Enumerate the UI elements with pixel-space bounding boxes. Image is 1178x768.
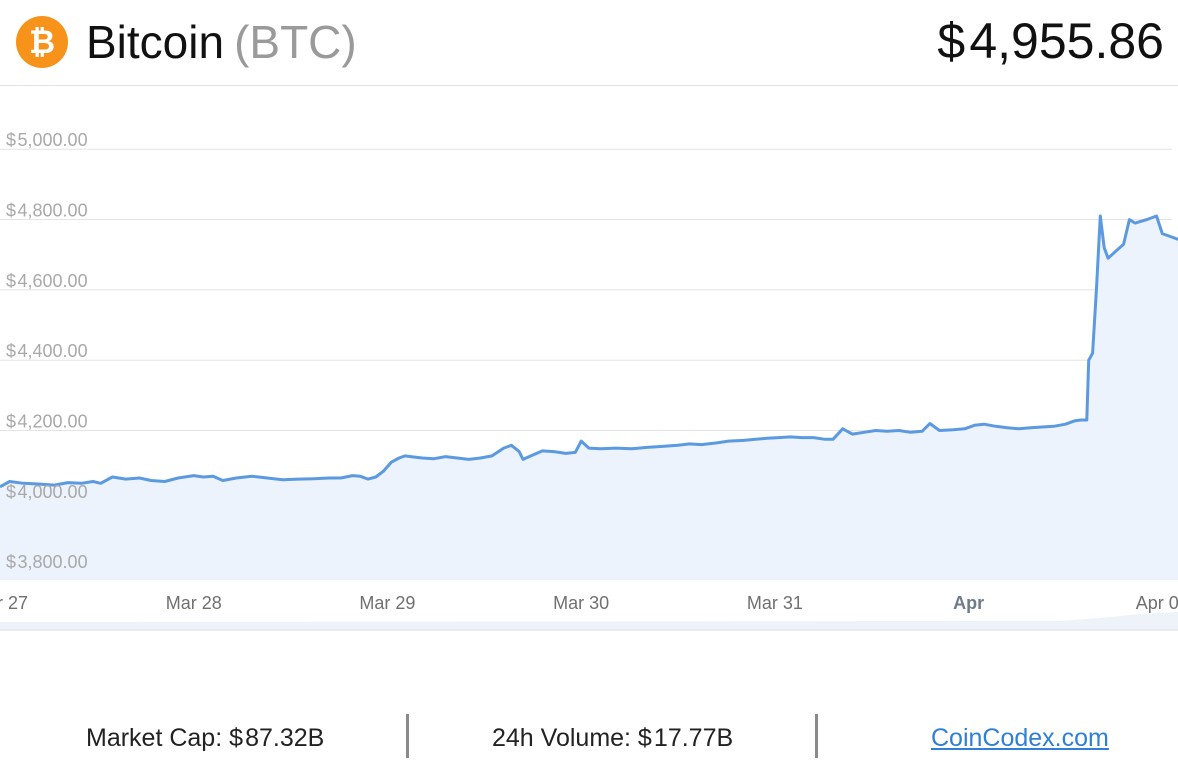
- y-tick-label: $ 4,600.00: [6, 271, 88, 291]
- y-tick-label: $ 3,800.00: [6, 552, 88, 572]
- current-price: $ 4,955.86: [937, 13, 1164, 69]
- coin-title: Bitcoin (BTC): [86, 14, 357, 70]
- x-tick-label: Mar 29: [359, 593, 415, 613]
- footer-separator: [815, 714, 818, 758]
- y-tick-label: $ 4,000.00: [6, 482, 88, 502]
- bitcoin-logo-icon: ₿: [16, 16, 68, 68]
- footer-separator: [406, 714, 409, 758]
- x-tick-label: Apr: [953, 593, 984, 613]
- y-tick-label: $ 4,400.00: [6, 341, 88, 361]
- x-tick-label: Mar 31: [747, 593, 803, 613]
- market-cap: Market Cap: $ 87.32B: [86, 724, 325, 752]
- header: ₿ Bitcoin (BTC) $ 4,955.86: [0, 0, 1178, 86]
- y-tick-label: $ 4,200.00: [6, 412, 88, 432]
- coincodex-link[interactable]: CoinCodex.com: [931, 724, 1109, 752]
- navigator-strip[interactable]: [0, 612, 1178, 630]
- price-chart[interactable]: $ 3,800.00 $ 4,000.00 $ 4,200.00 $ 4,400.00…: [0, 100, 1178, 640]
- y-tick-label: $ 5,000.00: [6, 130, 88, 150]
- x-tick-label: Mar 28: [166, 593, 222, 613]
- price-line[interactable]: [0, 135, 1178, 489]
- footer: Market Cap: $ 87.32B 24h Volume: $ 17.77…: [0, 708, 1178, 768]
- header-divider: [0, 85, 1178, 86]
- y-axis-labels: $ 3,800.00 $ 4,000.00 $ 4,200.00 $ 4,400.00…: [6, 130, 88, 572]
- x-tick-label: Mar 30: [553, 593, 609, 613]
- x-tick-label: Apr 02: [1136, 593, 1178, 613]
- price-area-fill: [0, 216, 1178, 580]
- volume-24h: 24h Volume: $ 17.77B: [492, 724, 734, 752]
- x-tick-label: Mar 27: [0, 593, 28, 613]
- coin-ticker: (BTC): [234, 16, 357, 68]
- coin-name: Bitcoin: [86, 16, 225, 68]
- y-tick-label: $ 4,800.00: [6, 201, 88, 221]
